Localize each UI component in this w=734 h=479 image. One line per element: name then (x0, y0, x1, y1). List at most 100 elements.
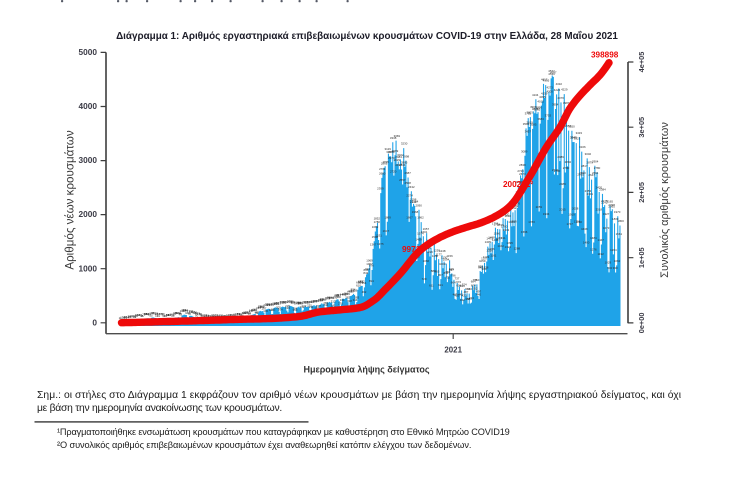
svg-text:2879: 2879 (586, 161, 593, 165)
svg-text:439: 439 (342, 293, 347, 297)
svg-text:290: 290 (282, 301, 287, 305)
svg-text:4395: 4395 (543, 79, 550, 83)
svg-text:796: 796 (451, 273, 456, 277)
svg-text:3076: 3076 (386, 150, 393, 154)
svg-text:53: 53 (215, 314, 219, 318)
svg-text:61: 61 (168, 313, 172, 317)
svg-text:2780: 2780 (563, 166, 570, 170)
svg-text:47: 47 (220, 314, 224, 318)
svg-text:102: 102 (241, 311, 246, 315)
svg-text:1133: 1133 (483, 255, 490, 259)
svg-text:383: 383 (354, 296, 359, 300)
svg-text:1130: 1130 (441, 255, 448, 259)
svg-text:2691: 2691 (592, 171, 599, 175)
svg-text:842: 842 (363, 271, 368, 275)
svg-text:129: 129 (187, 309, 192, 313)
svg-text:418: 418 (334, 294, 339, 298)
svg-text:3129: 3129 (384, 147, 391, 151)
svg-text:2557: 2557 (399, 178, 406, 182)
svg-text:96: 96 (242, 311, 246, 315)
svg-text:164: 164 (278, 308, 283, 312)
svg-text:2353: 2353 (585, 189, 592, 193)
svg-text:58: 58 (228, 313, 232, 317)
svg-text:269: 269 (274, 302, 279, 306)
svg-text:227: 227 (316, 304, 321, 308)
svg-text:547: 547 (465, 287, 470, 291)
svg-text:3099: 3099 (392, 149, 399, 153)
svg-text:1259: 1259 (434, 248, 441, 252)
svg-text:2018: 2018 (596, 207, 603, 211)
svg-text:4159: 4159 (541, 92, 548, 96)
svg-text:540: 540 (467, 287, 472, 291)
svg-text:50: 50 (211, 314, 215, 318)
svg-text:3344: 3344 (570, 136, 577, 140)
svg-text:1459: 1459 (415, 238, 422, 242)
svg-text:374: 374 (469, 296, 474, 300)
svg-text:2432: 2432 (408, 185, 415, 189)
svg-text:312: 312 (287, 300, 292, 304)
svg-text:341: 341 (340, 298, 345, 302)
svg-text:111: 111 (245, 310, 250, 314)
svg-text:117: 117 (191, 310, 196, 314)
svg-text:443: 443 (453, 292, 458, 296)
svg-text:2149: 2149 (410, 200, 417, 204)
svg-text:44: 44 (222, 314, 226, 318)
svg-text:1409: 1409 (485, 240, 492, 244)
svg-text:3166: 3166 (579, 145, 586, 149)
svg-text:375: 375 (329, 296, 334, 300)
svg-text:1862: 1862 (417, 216, 424, 220)
svg-text:292: 292 (303, 301, 308, 305)
svg-text:285: 285 (298, 301, 303, 305)
svg-text:42: 42 (131, 314, 135, 318)
svg-text:65: 65 (239, 313, 243, 317)
svg-text:2274: 2274 (406, 193, 413, 197)
svg-text:498: 498 (349, 290, 354, 294)
svg-text:445: 445 (458, 292, 463, 296)
svg-text:292: 292 (305, 301, 310, 305)
svg-text:1324: 1324 (505, 245, 512, 249)
svg-text:382: 382 (345, 296, 350, 300)
svg-text:2042: 2042 (510, 206, 517, 210)
svg-text:99: 99 (151, 311, 155, 315)
svg-text:2098: 2098 (608, 203, 615, 207)
svg-text:160: 160 (292, 308, 297, 312)
svg-text:88: 88 (155, 312, 159, 316)
svg-text:1007: 1007 (366, 262, 373, 266)
svg-text:142: 142 (181, 309, 186, 313)
svg-text:606: 606 (456, 284, 461, 288)
svg-text:683: 683 (358, 280, 363, 284)
svg-text:79: 79 (160, 312, 164, 316)
svg-text:14: 14 (126, 316, 130, 320)
svg-text:273: 273 (276, 302, 281, 306)
svg-text:1276: 1276 (590, 247, 597, 251)
svg-text:710: 710 (474, 278, 479, 282)
svg-text:1286: 1286 (488, 247, 495, 251)
svg-text:41: 41 (140, 314, 144, 318)
svg-text:37: 37 (129, 314, 133, 318)
svg-text:300: 300 (280, 300, 285, 304)
svg-text:684: 684 (471, 279, 476, 283)
svg-text:212: 212 (300, 305, 305, 309)
svg-text:19: 19 (122, 315, 126, 319)
svg-text:1491: 1491 (499, 236, 506, 240)
svg-text:2892: 2892 (565, 160, 572, 164)
svg-text:56: 56 (135, 313, 139, 317)
svg-text:2021: 2021 (444, 345, 462, 354)
svg-text:1059: 1059 (479, 259, 486, 263)
svg-text:235: 235 (307, 304, 312, 308)
svg-text:1927: 1927 (603, 212, 610, 216)
svg-text:909: 909 (482, 267, 487, 271)
svg-text:604: 604 (471, 284, 476, 288)
svg-text:241: 241 (331, 303, 336, 307)
svg-text:2508: 2508 (404, 181, 411, 185)
svg-text:2885: 2885 (401, 160, 408, 164)
svg-text:1867: 1867 (406, 215, 413, 219)
svg-text:160: 160 (269, 308, 274, 312)
svg-text:1248: 1248 (439, 249, 446, 253)
svg-text:844: 844 (443, 271, 448, 275)
svg-text:68: 68 (169, 313, 173, 317)
svg-text:91: 91 (153, 312, 157, 316)
svg-text:280: 280 (298, 301, 303, 305)
svg-text:55: 55 (135, 313, 139, 317)
svg-text:167: 167 (252, 307, 257, 311)
